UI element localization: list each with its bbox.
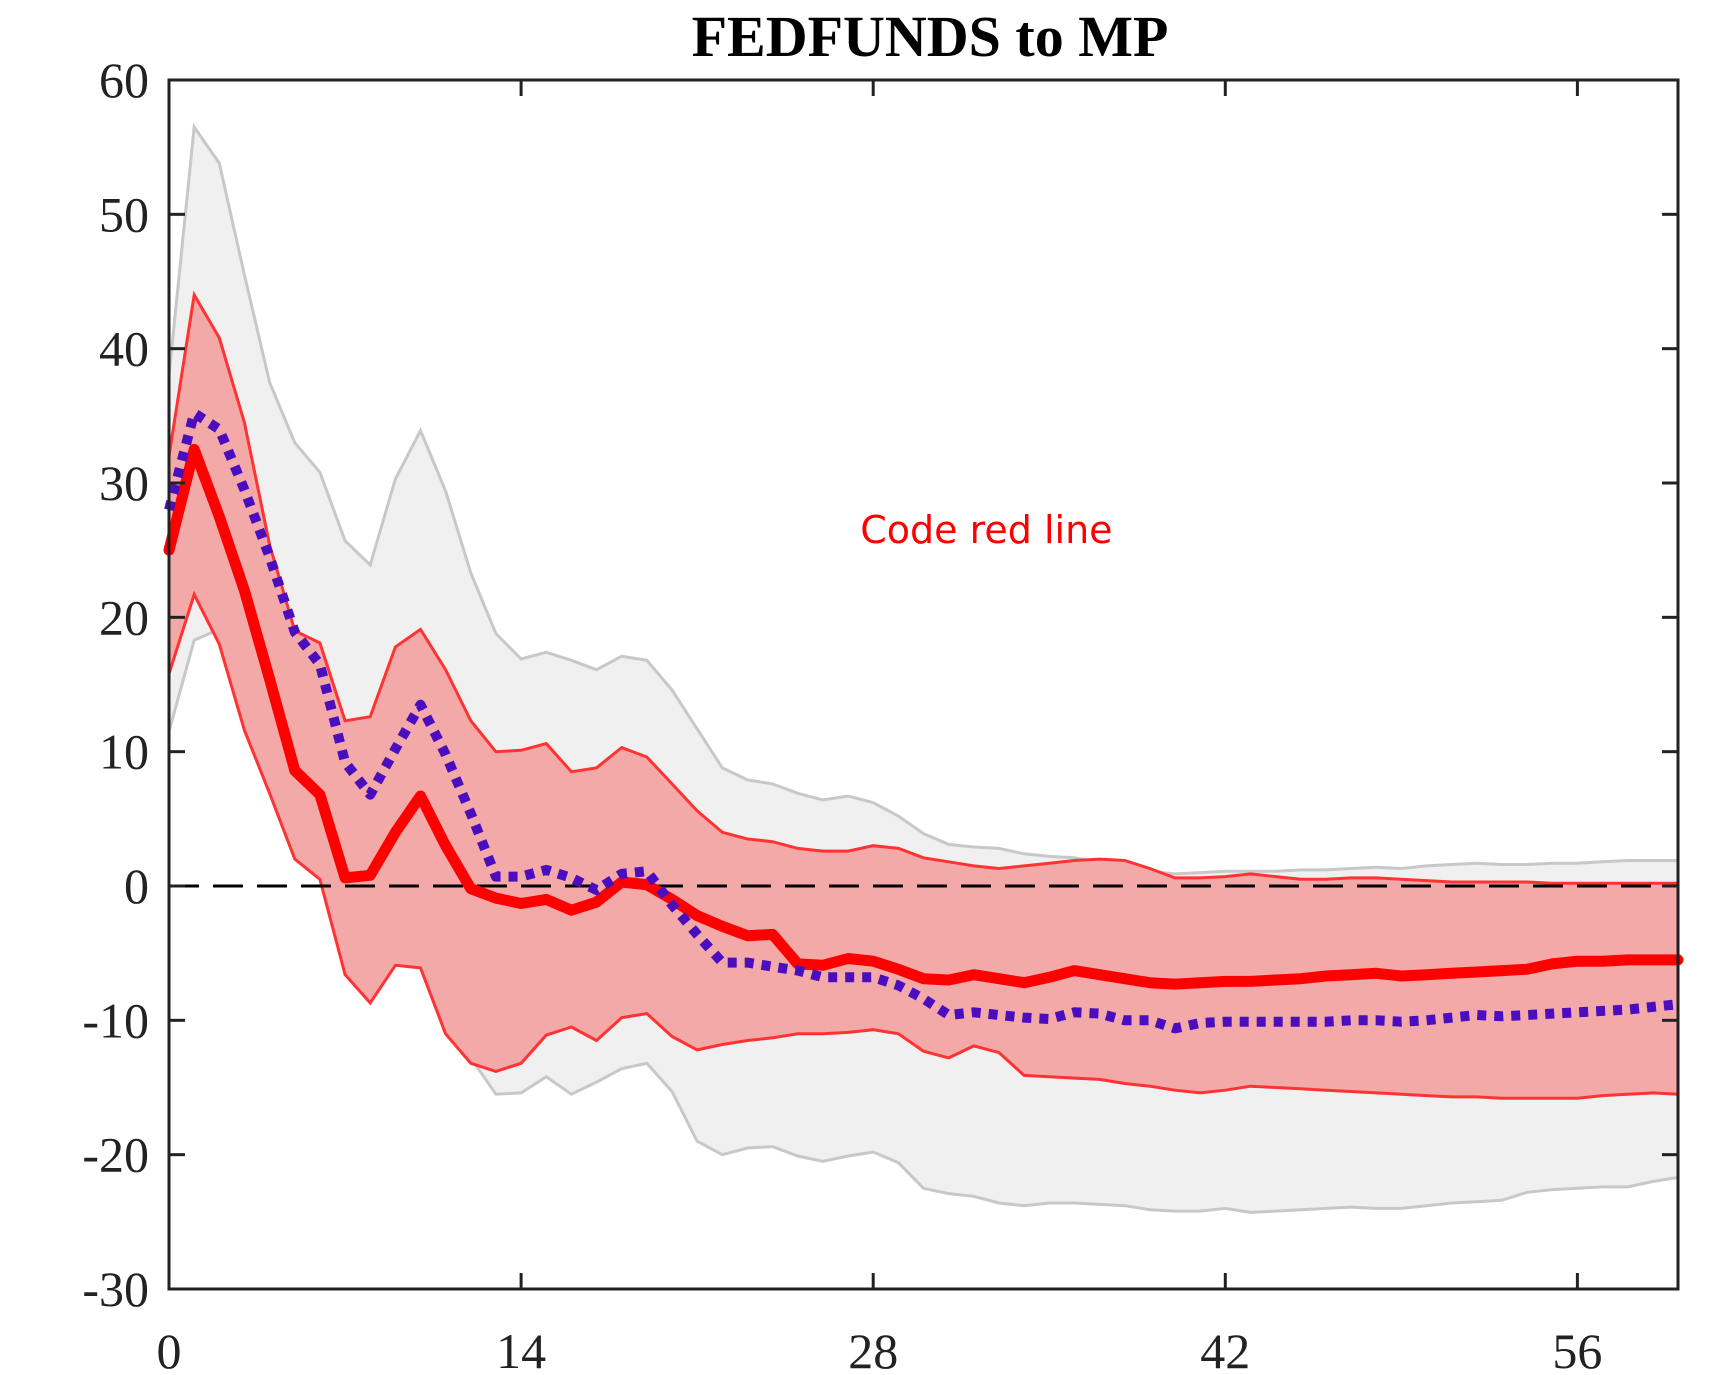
inner-band-lower-line xyxy=(167,590,1679,1100)
annotation-text: Code red line xyxy=(860,508,1112,552)
y-tick-label: 50 xyxy=(99,186,149,242)
inner-band-upper-line xyxy=(167,290,1678,885)
y-tick-label: 40 xyxy=(99,321,149,377)
y-tick-label: 0 xyxy=(124,858,149,914)
x-tick-label: 42 xyxy=(1200,1323,1250,1375)
axis-ticks xyxy=(167,78,1678,1291)
x-tick-label: 0 xyxy=(157,1323,182,1375)
x-axis-tick-labels: 0 14 28 42 56 xyxy=(157,1323,1603,1375)
y-tick-label: -20 xyxy=(82,1127,149,1183)
x-tick-label: 28 xyxy=(848,1323,898,1375)
y-tick-label: 10 xyxy=(99,724,149,780)
dotted-line xyxy=(164,408,1679,1034)
x-tick-label: 56 xyxy=(1552,1323,1602,1375)
y-tick-label: -30 xyxy=(82,1261,149,1317)
x-tick-label: 14 xyxy=(496,1323,546,1375)
chart-title: FEDFUNDS to MP xyxy=(692,4,1169,69)
y-axis-tick-labels: 60 50 40 30 20 10 0 -10 -20 -30 xyxy=(82,52,149,1317)
series-lines xyxy=(163,408,1684,1034)
y-tick-label: 60 xyxy=(99,52,149,108)
y-tick-label: -10 xyxy=(82,992,149,1048)
y-tick-label: 30 xyxy=(99,455,149,511)
y-tick-label: 20 xyxy=(99,589,149,645)
median-line xyxy=(163,443,1684,990)
outer-band-upper-line xyxy=(167,122,1678,876)
plot-frame xyxy=(167,78,1680,1291)
